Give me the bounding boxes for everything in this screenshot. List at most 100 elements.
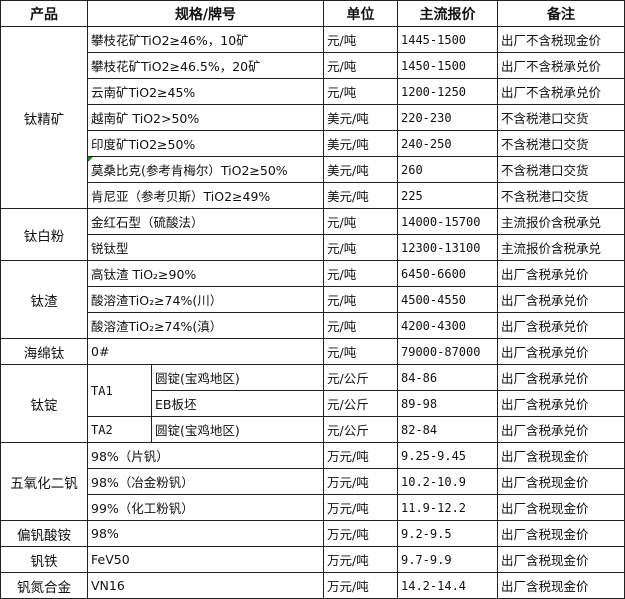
product-cell: 海绵钛 — [0, 338, 88, 365]
spec-cell: VN16 — [87, 572, 324, 599]
price-cell: 1445-1500 — [397, 26, 498, 53]
product-cell: 五氧化二钒 — [0, 442, 88, 521]
table-body: 钛精矿 攀枝花矿TiO2≥46%，10矿 元/吨 1445-1500 出厂不含税现金价攀… — [0, 26, 625, 599]
price-cell: 1200-1250 — [397, 78, 498, 105]
note-cell: 出厂不含税现金价 — [497, 26, 625, 53]
unit-cell: 美元/吨 — [323, 156, 398, 183]
price-cell: 84-86 — [397, 364, 498, 391]
table-row: 98%（冶金粉钒） 万元/吨 10.2-10.9 出厂含税现金价 — [1, 468, 625, 495]
table-row: 云南矿TiO2≥45% 元/吨 1200-1250 出厂不含税承兑价 — [1, 78, 625, 105]
table-row: 五氧化二钒 98%（片钒） 万元/吨 9.25-9.45 出厂含税现金价 — [0, 442, 625, 521]
unit-cell: 万元/吨 — [323, 468, 398, 495]
table-row: EB板坯 元/公斤 89-98 出厂含税承兑价 — [1, 390, 625, 417]
table-row: 肯尼亚（参考贝斯）TiO2≥49% 美元/吨 225 不含税港口交货 — [1, 182, 625, 209]
table-row: TA2 圆锭(宝鸡地区) 元/公斤 82-84 出厂含税承兑价 — [1, 416, 625, 443]
unit-cell: 元/公斤 — [323, 416, 398, 443]
spec-cell: 圆锭(宝鸡地区) — [151, 364, 324, 391]
table-row: 偏钒酸铵 98% 万元/吨 9.2-9.5 出厂含税现金价 — [0, 520, 625, 547]
spec-text: 莫桑比克(参考肯梅尔）TiO2≥50% — [91, 163, 288, 178]
spec-cell: 肯尼亚（参考贝斯）TiO2≥49% — [87, 182, 324, 209]
price-cell: 89-98 — [397, 390, 498, 417]
table-row: 钛锭 TA1 圆锭(宝鸡地区) 元/公斤 84-86 出厂含税承兑价 — [0, 364, 625, 443]
note-cell: 主流报价含税承兑 — [497, 234, 625, 261]
price-cell: 4200-4300 — [397, 312, 498, 339]
spec-cell: 98%（片钒） — [87, 442, 324, 469]
note-cell: 出厂含税现金价 — [497, 442, 625, 469]
note-cell: 出厂含税承兑价 — [497, 260, 625, 287]
note-cell: 出厂含税现金价 — [497, 468, 625, 495]
spec-cell: FeV50 — [87, 546, 324, 573]
product-cell: 钒氮合金 — [0, 572, 88, 599]
unit-cell: 元/吨 — [323, 312, 398, 339]
product-cell: 钛精矿 — [0, 26, 88, 209]
spec-cell: 攀枝花矿TiO2≥46.5%，20矿 — [87, 52, 324, 79]
note-cell: 不含税港口交货 — [497, 130, 625, 157]
note-cell: 出厂含税承兑价 — [497, 286, 625, 313]
table-row: 越南矿 TiO2>50% 美元/吨 220-230 不含税港口交货 — [1, 104, 625, 131]
table-row: 莫桑比克(参考肯梅尔）TiO2≥50% 美元/吨 260 不含税港口交货 — [1, 156, 625, 183]
spec-cell: 98% — [87, 520, 324, 547]
unit-cell: 元/吨 — [323, 338, 398, 365]
note-cell: 不含税港口交货 — [497, 156, 625, 183]
unit-cell: 万元/吨 — [323, 442, 398, 469]
price-cell: 9.25-9.45 — [397, 442, 498, 469]
spec-cell: 攀枝花矿TiO2≥46%，10矿 — [87, 26, 324, 53]
price-cell: 11.9-12.2 — [397, 494, 498, 521]
table-row: 酸溶渣TiO₂≥74%(川） 元/吨 4500-4550 出厂含税承兑价 — [1, 286, 625, 313]
table-row: 钛精矿 攀枝花矿TiO2≥46%，10矿 元/吨 1445-1500 出厂不含税现金价 — [0, 26, 625, 209]
note-cell: 出厂不含税承兑价 — [497, 78, 625, 105]
unit-cell: 万元/吨 — [323, 494, 398, 521]
unit-cell: 元/公斤 — [323, 390, 398, 417]
unit-cell: 元/吨 — [323, 260, 398, 287]
unit-cell: 万元/吨 — [323, 572, 398, 599]
spec-cell: 越南矿 TiO2>50% — [87, 104, 324, 131]
price-cell: 260 — [397, 156, 498, 183]
note-cell: 出厂含税现金价 — [497, 546, 625, 573]
spec-cell: 酸溶渣TiO₂≥74%(滇） — [87, 312, 324, 339]
note-cell: 不含税港口交货 — [497, 182, 625, 209]
grade-cell: TA2 — [87, 416, 152, 443]
grade-cell: TA1 — [87, 364, 152, 417]
unit-cell: 元/吨 — [323, 286, 398, 313]
table-row: 海绵钛 0# 元/吨 79000-87000 出厂含税承兑价 — [0, 338, 625, 365]
price-cell: 1450-1500 — [397, 52, 498, 79]
note-cell: 出厂含税现金价 — [497, 520, 625, 547]
note-cell: 出厂含税承兑价 — [497, 312, 625, 339]
unit-cell: 元/吨 — [323, 52, 398, 79]
product-cell: 钛白粉 — [0, 208, 88, 261]
product-cell: 钒铁 — [0, 546, 88, 573]
spec-cell: 锐钛型 — [87, 234, 324, 261]
price-cell: 10.2-10.9 — [397, 468, 498, 495]
note-cell: 不含税港口交货 — [497, 104, 625, 131]
price-cell: 220-230 — [397, 104, 498, 131]
header-price: 主流报价 — [397, 0, 498, 27]
spec-cell: 圆锭(宝鸡地区) — [151, 416, 324, 443]
price-cell: 14.2-14.4 — [397, 572, 498, 599]
spec-cell: 高钛渣 TiO₂≥90% — [87, 260, 324, 287]
spec-cell: 98%（冶金粉钒） — [87, 468, 324, 495]
unit-cell: 美元/吨 — [323, 104, 398, 131]
price-cell: 225 — [397, 182, 498, 209]
product-cell: 钛锭 — [0, 364, 88, 443]
header-note: 备注 — [497, 0, 625, 27]
note-cell: 出厂不含税承兑价 — [497, 52, 625, 79]
note-cell: 出厂含税现金价 — [497, 572, 625, 599]
unit-cell: 万元/吨 — [323, 520, 398, 547]
product-cell: 钛渣 — [0, 260, 88, 339]
note-cell: 出厂含税承兑价 — [497, 364, 625, 391]
unit-cell: 元/吨 — [323, 234, 398, 261]
price-cell: 12300-13100 — [397, 234, 498, 261]
price-cell: 14000-15700 — [397, 208, 498, 235]
spec-cell: 莫桑比克(参考肯梅尔）TiO2≥50% — [87, 156, 324, 183]
price-cell: 4500-4550 — [397, 286, 498, 313]
note-cell: 出厂含税承兑价 — [497, 416, 625, 443]
table-row: 锐钛型 元/吨 12300-13100 主流报价含税承兑 — [1, 234, 625, 261]
unit-cell: 元/公斤 — [323, 364, 398, 391]
table-row: 印度矿TiO2≥50% 美元/吨 240-250 不含税港口交货 — [1, 130, 625, 157]
table-row: 99%（化工粉钒） 万元/吨 11.9-12.2 出厂含税现金价 — [1, 494, 625, 521]
table-row: 钛渣 高钛渣 TiO₂≥90% 元/吨 6450-6600 出厂含税承兑价 — [0, 260, 625, 339]
price-cell: 9.7-9.9 — [397, 546, 498, 573]
unit-cell: 元/吨 — [323, 26, 398, 53]
price-cell: 240-250 — [397, 130, 498, 157]
